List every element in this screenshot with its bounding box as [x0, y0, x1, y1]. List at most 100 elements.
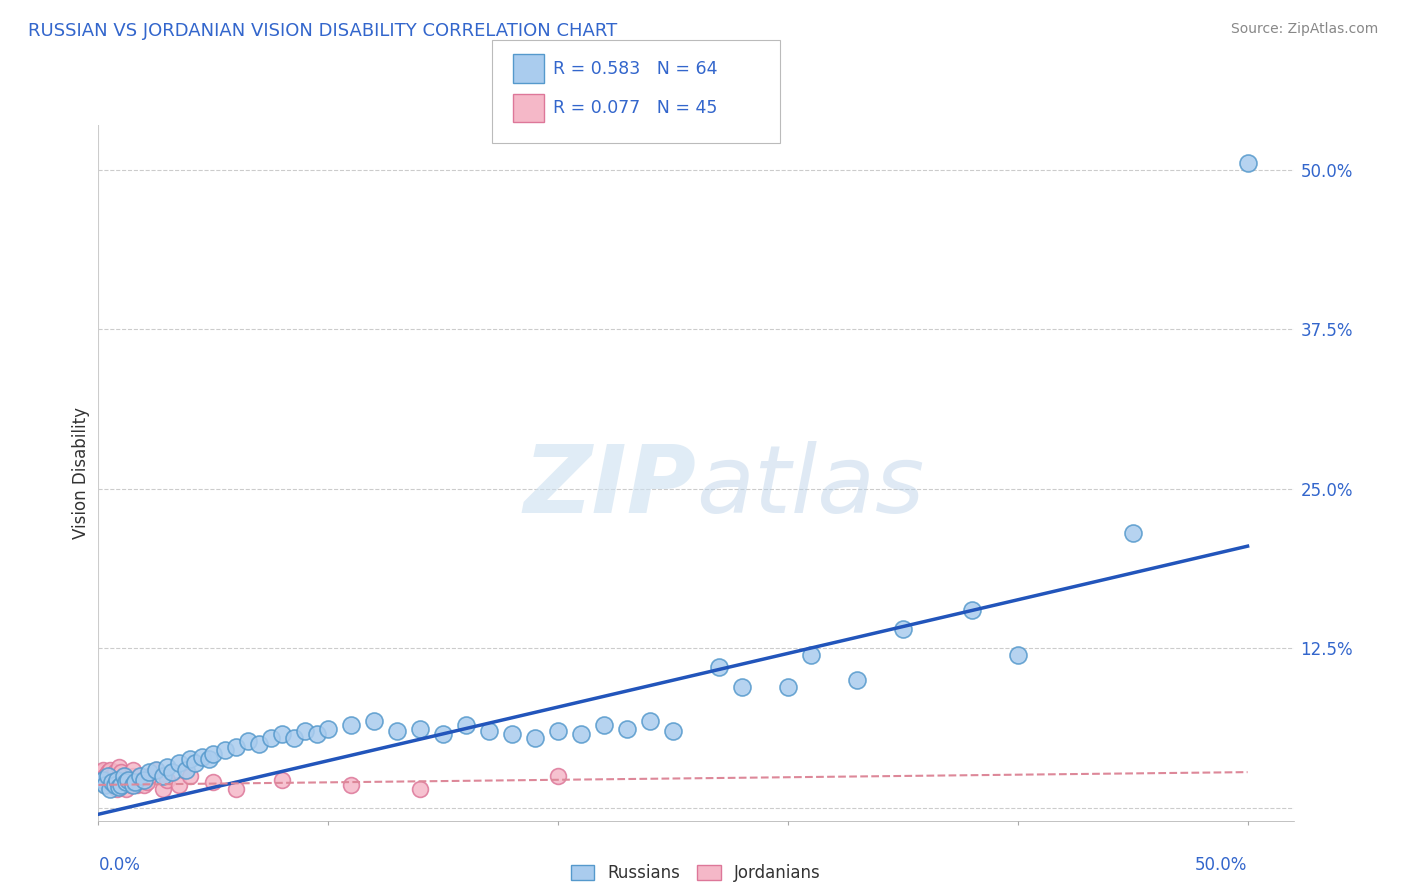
Point — [122, 769, 145, 783]
Point — [191, 749, 214, 764]
Point — [184, 756, 207, 771]
Point — [167, 756, 190, 771]
Point — [145, 763, 167, 777]
Point — [134, 778, 156, 792]
Point — [891, 622, 914, 636]
Text: R = 0.077   N = 45: R = 0.077 N = 45 — [553, 99, 717, 117]
Point — [160, 765, 183, 780]
Point — [105, 772, 128, 787]
Point — [117, 772, 139, 787]
Point — [145, 763, 167, 777]
Point — [271, 727, 294, 741]
Point — [236, 734, 259, 748]
Point — [1236, 156, 1258, 170]
Point — [112, 769, 135, 783]
Point — [101, 778, 124, 792]
Point — [117, 772, 139, 787]
Point — [101, 769, 124, 783]
Point — [90, 765, 112, 780]
Point — [156, 772, 179, 787]
Point — [225, 739, 247, 754]
Point — [94, 778, 117, 792]
Point — [108, 769, 131, 783]
Point — [103, 765, 125, 780]
Point — [501, 727, 523, 741]
Text: ZIP: ZIP — [523, 441, 696, 533]
Point — [1122, 526, 1144, 541]
Point — [283, 731, 305, 745]
Point — [385, 724, 409, 739]
Text: 50.0%: 50.0% — [1195, 856, 1247, 874]
Point — [94, 769, 117, 783]
Point — [122, 778, 145, 792]
Point — [120, 778, 142, 792]
Legend: Russians, Jordanians: Russians, Jordanians — [564, 857, 828, 888]
Point — [547, 769, 569, 783]
Point — [707, 660, 730, 674]
Point — [593, 718, 616, 732]
Point — [110, 778, 132, 792]
Point — [260, 731, 283, 745]
Point — [124, 775, 146, 789]
Point — [91, 772, 114, 787]
Point — [98, 775, 121, 789]
Point — [478, 724, 501, 739]
Point — [776, 680, 799, 694]
Point — [305, 727, 328, 741]
Point — [179, 752, 201, 766]
Point — [128, 769, 150, 783]
Point — [247, 737, 270, 751]
Point — [152, 769, 174, 783]
Point — [108, 760, 131, 774]
Point — [202, 775, 225, 789]
Point — [110, 778, 132, 792]
Point — [616, 722, 638, 736]
Point — [340, 718, 363, 732]
Point — [98, 763, 121, 777]
Point — [409, 722, 432, 736]
Point — [197, 752, 219, 766]
Point — [167, 778, 190, 792]
Point — [569, 727, 592, 741]
Point — [97, 769, 120, 783]
Point — [97, 772, 120, 787]
Point — [105, 775, 128, 789]
Text: Source: ZipAtlas.com: Source: ZipAtlas.com — [1230, 22, 1378, 37]
Text: RUSSIAN VS JORDANIAN VISION DISABILITY CORRELATION CHART: RUSSIAN VS JORDANIAN VISION DISABILITY C… — [28, 22, 617, 40]
Point — [363, 714, 385, 728]
Point — [91, 763, 114, 777]
Point — [94, 778, 117, 792]
Point — [138, 765, 160, 780]
Point — [547, 724, 569, 739]
Point — [152, 781, 174, 796]
Point — [135, 775, 157, 789]
Point — [131, 772, 153, 787]
Point — [174, 763, 197, 777]
Y-axis label: Vision Disability: Vision Disability — [72, 407, 90, 539]
Point — [90, 775, 112, 789]
Point — [97, 765, 120, 780]
Text: atlas: atlas — [696, 442, 924, 533]
Point — [98, 781, 121, 796]
Point — [638, 714, 661, 728]
Point — [432, 727, 454, 741]
Point — [103, 778, 125, 792]
Point — [124, 775, 146, 789]
Point — [138, 769, 160, 783]
Point — [156, 760, 179, 774]
Point — [800, 648, 823, 662]
Point — [214, 743, 236, 757]
Point — [115, 775, 138, 789]
Point — [340, 778, 363, 792]
Point — [294, 724, 316, 739]
Point — [108, 780, 131, 795]
Point — [110, 765, 132, 780]
Point — [112, 769, 135, 783]
Point — [179, 769, 201, 783]
Point — [271, 772, 294, 787]
Point — [960, 603, 983, 617]
Point — [456, 718, 478, 732]
Text: R = 0.583   N = 64: R = 0.583 N = 64 — [553, 60, 717, 78]
Point — [845, 673, 868, 688]
Point — [524, 731, 547, 745]
